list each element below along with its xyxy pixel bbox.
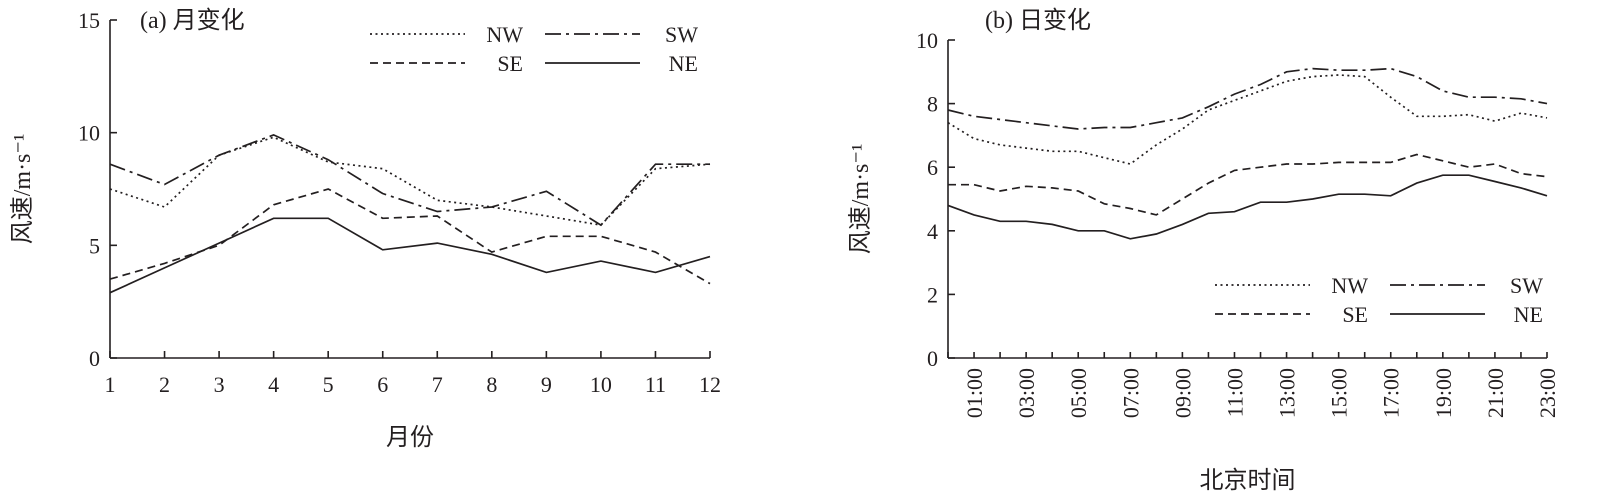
legend-label-sw: SW bbox=[665, 22, 698, 47]
y-tick-label: 5 bbox=[89, 233, 100, 258]
x-tick-label: 11 bbox=[645, 372, 666, 397]
series-line-sw bbox=[109, 133, 710, 227]
y-tick-label: 0 bbox=[89, 346, 100, 371]
x-tick-label: 13:00 bbox=[1275, 368, 1300, 418]
series-line-se bbox=[109, 188, 711, 285]
x-tick-label: 8 bbox=[486, 372, 497, 397]
y-tick-label: 10 bbox=[916, 28, 938, 53]
x-tick-label: 3 bbox=[214, 372, 225, 397]
legend-label-se: SE bbox=[497, 51, 523, 76]
x-axis-label: 北京时间 bbox=[1200, 467, 1296, 494]
series-line-ne bbox=[947, 174, 1548, 240]
x-tick-label: 6 bbox=[377, 372, 388, 397]
x-tick-label: 10 bbox=[590, 372, 612, 397]
chart-panel-b: 0 2 4 6 8 10 01:00 03:00 05:00 07:00 09:00 11:00 13:… bbox=[847, 7, 1560, 494]
x-tick-label: 03:00 bbox=[1014, 368, 1039, 418]
legend: NW SW SE NE bbox=[1215, 273, 1543, 327]
x-tick-label: 23:00 bbox=[1535, 368, 1560, 418]
x-tick-label: 7 bbox=[432, 372, 443, 397]
legend-label-ne: NE bbox=[669, 51, 698, 76]
x-tick-label: 2 bbox=[159, 372, 170, 397]
x-tick-label: 17:00 bbox=[1379, 368, 1404, 418]
x-tick-label: 07:00 bbox=[1118, 368, 1143, 418]
series-line-se bbox=[948, 153, 1548, 216]
series-line-nw bbox=[947, 74, 1548, 165]
x-tick-label: 12 bbox=[699, 372, 721, 397]
y-tick-label: 4 bbox=[927, 219, 938, 244]
x-tick-label: 09:00 bbox=[1170, 368, 1195, 418]
x-tick-label: 4 bbox=[268, 372, 279, 397]
legend: NW SW SE NE bbox=[370, 22, 698, 76]
legend-label-nw: NW bbox=[486, 22, 523, 47]
x-tick-label: 15:00 bbox=[1327, 368, 1352, 418]
x-tick-label: 21:00 bbox=[1483, 368, 1508, 418]
x-tick-label: 19:00 bbox=[1431, 368, 1456, 418]
legend-label-nw: NW bbox=[1331, 273, 1368, 298]
x-tick-label: 11:00 bbox=[1222, 368, 1247, 417]
legend-label-ne: NE bbox=[1514, 302, 1543, 327]
x-tick-label: 9 bbox=[541, 372, 552, 397]
series-line-ne bbox=[109, 217, 711, 294]
y-tick-label: 6 bbox=[927, 155, 938, 180]
series-line-nw bbox=[109, 136, 711, 227]
y-axis-label: 风速/m·s⁻¹ bbox=[847, 144, 874, 255]
x-tick-label: 05:00 bbox=[1066, 368, 1091, 418]
y-axis-label: 风速/m·s⁻¹ bbox=[9, 134, 36, 245]
chart-title: (b) 日变化 bbox=[985, 7, 1091, 34]
x-tick-label: 1 bbox=[105, 372, 116, 397]
y-tick-label: 10 bbox=[78, 121, 100, 146]
x-tick-label: 01:00 bbox=[962, 368, 987, 418]
y-tick-label: 8 bbox=[927, 92, 938, 117]
legend-label-se: SE bbox=[1342, 302, 1368, 327]
x-tick-label: 5 bbox=[323, 372, 334, 397]
series-line-sw bbox=[947, 67, 1548, 130]
y-tick-label: 15 bbox=[78, 8, 100, 33]
chart-title: (a) 月变化 bbox=[140, 7, 245, 34]
y-tick-label: 2 bbox=[927, 282, 938, 307]
legend-label-sw: SW bbox=[1510, 273, 1543, 298]
x-axis-label: 月份 bbox=[386, 424, 434, 451]
y-tick-label: 0 bbox=[927, 346, 938, 371]
